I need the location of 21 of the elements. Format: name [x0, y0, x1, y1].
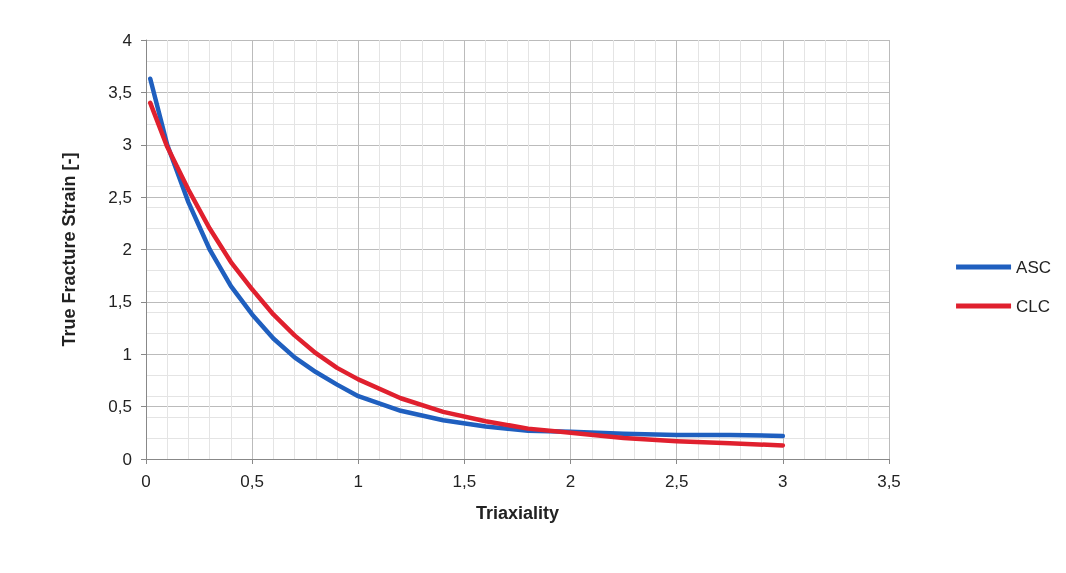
- x-axis-title: Triaxiality: [475, 503, 560, 523]
- y-tick-label: 2,5: [108, 187, 132, 207]
- x-tick-label: 0: [141, 472, 151, 491]
- x-tick-label: 1,5: [452, 472, 477, 491]
- x-tick-label: 1: [353, 472, 364, 491]
- y-tick-label: 1,5: [108, 292, 132, 312]
- legend-label: CLC: [1016, 296, 1051, 316]
- x-tick-label: 2: [565, 472, 576, 491]
- legend-label: ASC: [1016, 257, 1052, 277]
- y-tick-label: 3,5: [108, 82, 132, 102]
- y-tick-label: 4: [122, 30, 132, 50]
- x-tick-label: 3,5: [877, 472, 901, 491]
- y-tick-label: 2: [122, 240, 132, 259]
- x-tick-label: 2,5: [664, 472, 689, 491]
- y-tick-label: 3: [122, 135, 132, 155]
- x-tick-label: 0,5: [240, 472, 264, 491]
- y-axis-title: True Fracture Strain [-]: [59, 152, 79, 347]
- y-tick-label: 0: [122, 449, 132, 469]
- y-tick-label: 0,5: [108, 397, 132, 417]
- x-tick-label: 3: [778, 472, 788, 491]
- y-tick-label: 1: [122, 344, 132, 364]
